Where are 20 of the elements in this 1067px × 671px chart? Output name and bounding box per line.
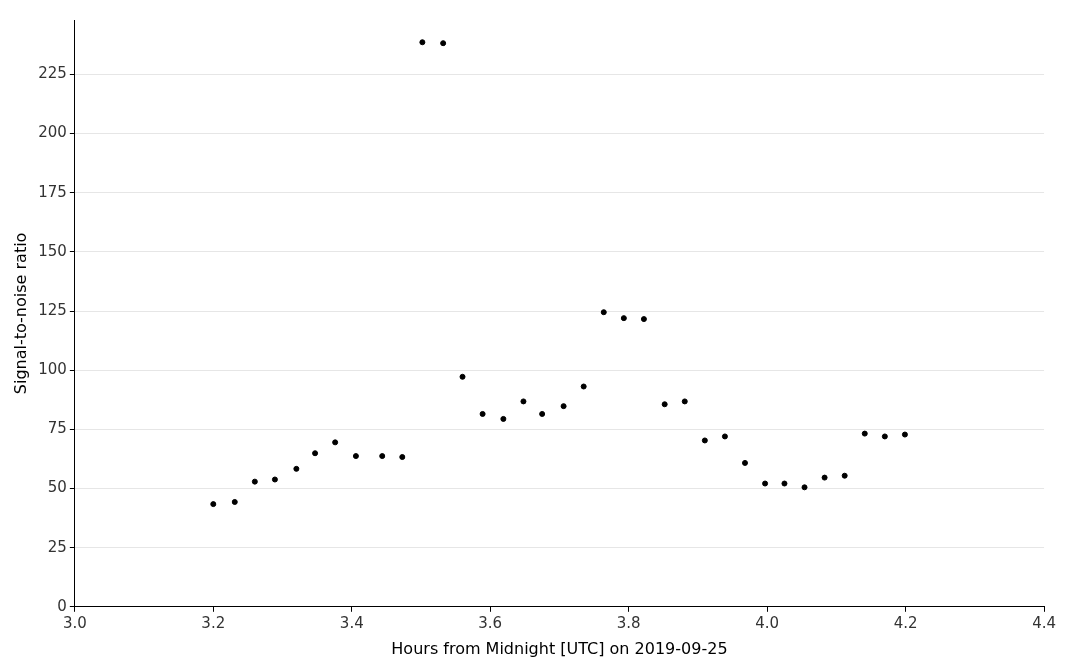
x-tick-label: 4.0 — [755, 613, 780, 632]
x-tick-label: 3.8 — [616, 613, 641, 632]
y-tick-label: 0 — [57, 596, 67, 615]
y-tick-label: 150 — [38, 241, 67, 260]
x-tick-label: 3.0 — [62, 613, 87, 632]
y-axis-title: Signal-to-noise ratio — [10, 232, 30, 395]
y-tick-label: 225 — [38, 64, 67, 83]
y-tick-label: 100 — [38, 360, 67, 379]
y-tick-label: 175 — [38, 182, 67, 201]
x-tick-label: 4.4 — [1032, 613, 1056, 632]
y-tick-label: 200 — [38, 123, 67, 142]
y-tick-label: 75 — [47, 419, 67, 438]
y-tick-label: 50 — [47, 478, 67, 497]
x-tick-label: 4.2 — [893, 613, 918, 632]
x-tick-label: 3.6 — [478, 613, 503, 632]
x-tick-label: 3.2 — [201, 613, 226, 632]
y-tick-label: 125 — [38, 300, 67, 319]
x-axis-title: Hours from Midnight [UTC] on 2019-09-25 — [391, 638, 728, 658]
x-tick-label: 3.4 — [339, 613, 364, 632]
y-tick-label: 25 — [47, 537, 67, 556]
